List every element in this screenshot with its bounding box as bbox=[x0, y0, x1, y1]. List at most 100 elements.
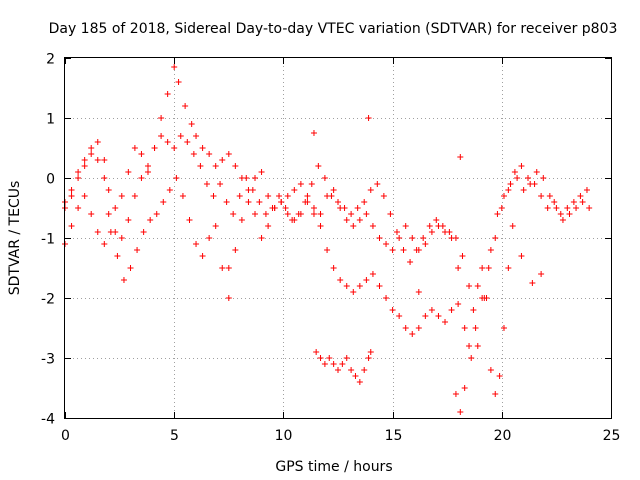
data-point bbox=[147, 217, 154, 223]
data-point bbox=[363, 211, 370, 217]
data-point bbox=[88, 145, 95, 151]
data-point bbox=[184, 139, 191, 145]
data-point bbox=[518, 253, 525, 259]
y-tick-label: -1 bbox=[41, 232, 55, 248]
data-point bbox=[455, 301, 462, 307]
data-point bbox=[457, 409, 464, 415]
data-point bbox=[210, 193, 217, 199]
data-point bbox=[212, 223, 219, 229]
data-point bbox=[120, 277, 127, 283]
data-point bbox=[343, 283, 350, 289]
data-point bbox=[144, 169, 151, 175]
data-point bbox=[518, 163, 525, 169]
data-point bbox=[105, 211, 112, 217]
x-tick-label: 15 bbox=[385, 428, 403, 444]
data-point bbox=[485, 265, 492, 271]
data-point bbox=[258, 169, 265, 175]
data-point bbox=[88, 151, 95, 157]
plot-frame bbox=[64, 57, 612, 419]
data-point bbox=[365, 115, 372, 121]
data-point bbox=[179, 193, 186, 199]
data-point bbox=[540, 175, 547, 181]
data-point bbox=[171, 145, 178, 151]
x-tick-label: 20 bbox=[494, 428, 512, 444]
data-point bbox=[297, 181, 304, 187]
data-point bbox=[262, 211, 269, 217]
data-point bbox=[199, 145, 206, 151]
data-point bbox=[68, 187, 75, 193]
data-point bbox=[190, 151, 197, 157]
data-point bbox=[461, 325, 468, 331]
data-point bbox=[101, 241, 108, 247]
data-point bbox=[199, 253, 206, 259]
data-point bbox=[393, 229, 400, 235]
data-point bbox=[350, 289, 357, 295]
data-point bbox=[553, 205, 560, 211]
data-point bbox=[505, 187, 512, 193]
data-point bbox=[487, 247, 494, 253]
x-axis-label: GPS time / hours bbox=[275, 459, 392, 475]
data-point bbox=[538, 271, 545, 277]
data-point bbox=[470, 307, 477, 313]
data-point bbox=[265, 223, 272, 229]
data-point bbox=[236, 193, 243, 199]
data-point bbox=[223, 199, 230, 205]
data-point bbox=[118, 235, 125, 241]
data-point bbox=[138, 175, 145, 181]
data-point bbox=[138, 151, 145, 157]
data-point bbox=[507, 181, 514, 187]
data-point bbox=[315, 163, 322, 169]
y-tick-label: -2 bbox=[41, 292, 55, 308]
data-point bbox=[252, 175, 259, 181]
data-point bbox=[118, 193, 125, 199]
data-point bbox=[529, 280, 536, 286]
data-point bbox=[466, 343, 473, 349]
data-point bbox=[337, 205, 344, 211]
data-point bbox=[177, 133, 184, 139]
data-point bbox=[144, 163, 151, 169]
data-point bbox=[330, 361, 337, 367]
data-point bbox=[409, 331, 416, 337]
data-point bbox=[321, 175, 328, 181]
data-point bbox=[127, 265, 134, 271]
data-point bbox=[435, 313, 442, 319]
data-point bbox=[206, 235, 213, 241]
data-point bbox=[308, 181, 315, 187]
data-point bbox=[225, 151, 232, 157]
data-point bbox=[278, 199, 285, 205]
data-point bbox=[500, 325, 507, 331]
data-point bbox=[101, 175, 108, 181]
data-point bbox=[271, 205, 278, 211]
data-point bbox=[182, 103, 189, 109]
data-point bbox=[448, 307, 455, 313]
data-point bbox=[533, 169, 540, 175]
data-point bbox=[500, 193, 507, 199]
data-point bbox=[573, 205, 580, 211]
data-point bbox=[317, 355, 324, 361]
data-point bbox=[356, 379, 363, 385]
data-point bbox=[291, 187, 298, 193]
data-point bbox=[153, 211, 160, 217]
data-point bbox=[442, 319, 449, 325]
data-point bbox=[175, 79, 182, 85]
data-point bbox=[389, 307, 396, 313]
data-point bbox=[134, 247, 141, 253]
data-point bbox=[546, 193, 553, 199]
y-axis-label: SDTVAR / TECUs bbox=[7, 181, 23, 296]
data-point bbox=[369, 223, 376, 229]
data-point bbox=[365, 355, 372, 361]
data-point bbox=[376, 235, 383, 241]
data-point bbox=[291, 217, 298, 223]
data-point bbox=[472, 325, 479, 331]
data-point bbox=[509, 223, 516, 229]
data-point bbox=[105, 187, 112, 193]
data-point bbox=[343, 217, 350, 223]
data-point bbox=[350, 223, 357, 229]
data-point bbox=[337, 277, 344, 283]
data-point bbox=[212, 163, 219, 169]
data-point bbox=[284, 193, 291, 199]
data-point bbox=[252, 211, 259, 217]
data-point bbox=[284, 211, 291, 217]
data-point bbox=[68, 223, 75, 229]
